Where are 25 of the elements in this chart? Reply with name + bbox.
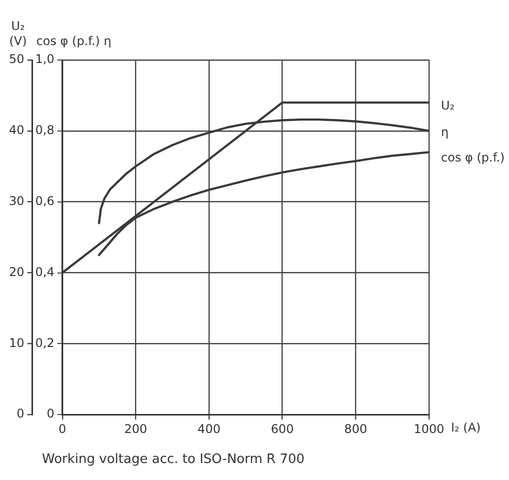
y-tick-label: 20 (8, 264, 24, 279)
y-axis-title: U₂ (V) (9, 19, 27, 48)
y-tick-label: 10 (8, 336, 24, 350)
series-label: η (441, 125, 449, 140)
x-tick-label: 1000 (414, 422, 444, 436)
y-tick-label: 30 (8, 194, 24, 208)
y2-tick-label: 0,8 (35, 123, 54, 138)
y2-axis-title: cos φ (p.f.) η (36, 34, 112, 48)
y2-tick-label: 0 (46, 406, 54, 421)
x-tick-label: 0 (58, 422, 66, 436)
y2-tick-label: 0,2 (35, 336, 54, 350)
y-tick-label: 50 (8, 52, 24, 66)
x-tick-label: 200 (124, 422, 148, 436)
series-label: U₂ (441, 98, 455, 113)
y-tick-label: 40 (8, 123, 24, 138)
x-tick-label: 800 (344, 422, 368, 436)
x-axis-title: I₂ (A) (451, 420, 481, 435)
x-tick-label: 400 (198, 422, 220, 436)
text: Working voltage acc. to ISO-Norm R 700 (42, 452, 305, 467)
x-tick-label: 600 (270, 422, 294, 436)
y2-tick-label: 0,4 (35, 264, 54, 279)
y2-tick-label: 1,0 (35, 52, 54, 66)
series-label: cos φ (p.f.) (441, 150, 505, 164)
y2-tick-label: 0,6 (35, 194, 54, 208)
y-tick-label: 0 (16, 406, 24, 421)
